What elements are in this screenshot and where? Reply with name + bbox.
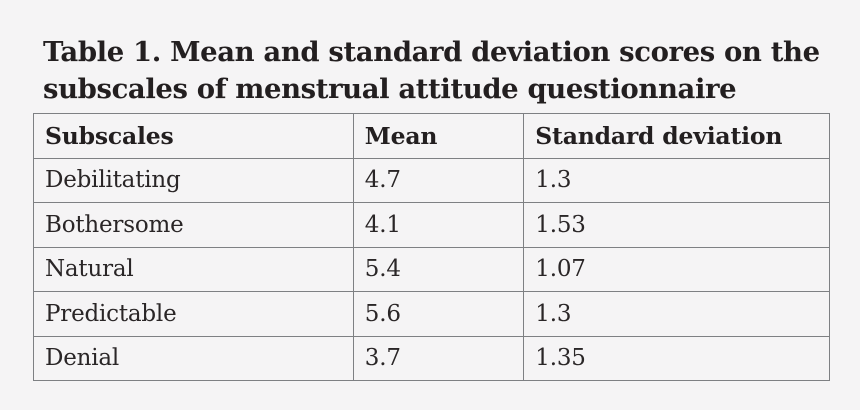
cell-standard-deviation: 1.53 bbox=[523, 202, 830, 248]
cell-subscale: Natural bbox=[33, 246, 354, 292]
column-header-mean: Mean bbox=[352, 113, 525, 159]
cell-mean: 4.7 bbox=[352, 157, 525, 203]
table-row: Predictable 5.6 1.3 bbox=[33, 291, 830, 337]
cell-standard-deviation: 1.3 bbox=[523, 157, 830, 203]
cell-standard-deviation: 1.3 bbox=[523, 291, 830, 337]
table-row: Natural 5.4 1.07 bbox=[33, 246, 830, 292]
cell-mean: 5.6 bbox=[352, 291, 525, 337]
header-row: Subscales Mean Standard deviation bbox=[33, 113, 830, 159]
scores-table: Subscales Mean Standard deviation Debili… bbox=[33, 113, 830, 381]
column-header-subscales: Subscales bbox=[33, 113, 354, 159]
table-title-line-2: subscales of menstrual attitude question… bbox=[43, 73, 737, 105]
cell-mean: 3.7 bbox=[352, 335, 525, 381]
table-title: Table 1. Mean and standard deviation sco… bbox=[43, 34, 820, 108]
cell-mean: 4.1 bbox=[352, 202, 525, 248]
cell-standard-deviation: 1.07 bbox=[523, 246, 830, 292]
cell-subscale: Debilitating bbox=[33, 157, 354, 203]
cell-subscale: Predictable bbox=[33, 291, 354, 337]
cell-subscale: Bothersome bbox=[33, 202, 354, 248]
cell-subscale: Denial bbox=[33, 335, 354, 381]
cell-standard-deviation: 1.35 bbox=[523, 335, 830, 381]
cell-mean: 5.4 bbox=[352, 246, 525, 292]
table-row: Debilitating 4.7 1.3 bbox=[33, 157, 830, 203]
table-row: Bothersome 4.1 1.53 bbox=[33, 202, 830, 248]
column-header-standard-deviation: Standard deviation bbox=[523, 113, 830, 159]
table-row: Denial 3.7 1.35 bbox=[33, 335, 830, 381]
table-title-line-1: Table 1. Mean and standard deviation sco… bbox=[43, 36, 820, 68]
